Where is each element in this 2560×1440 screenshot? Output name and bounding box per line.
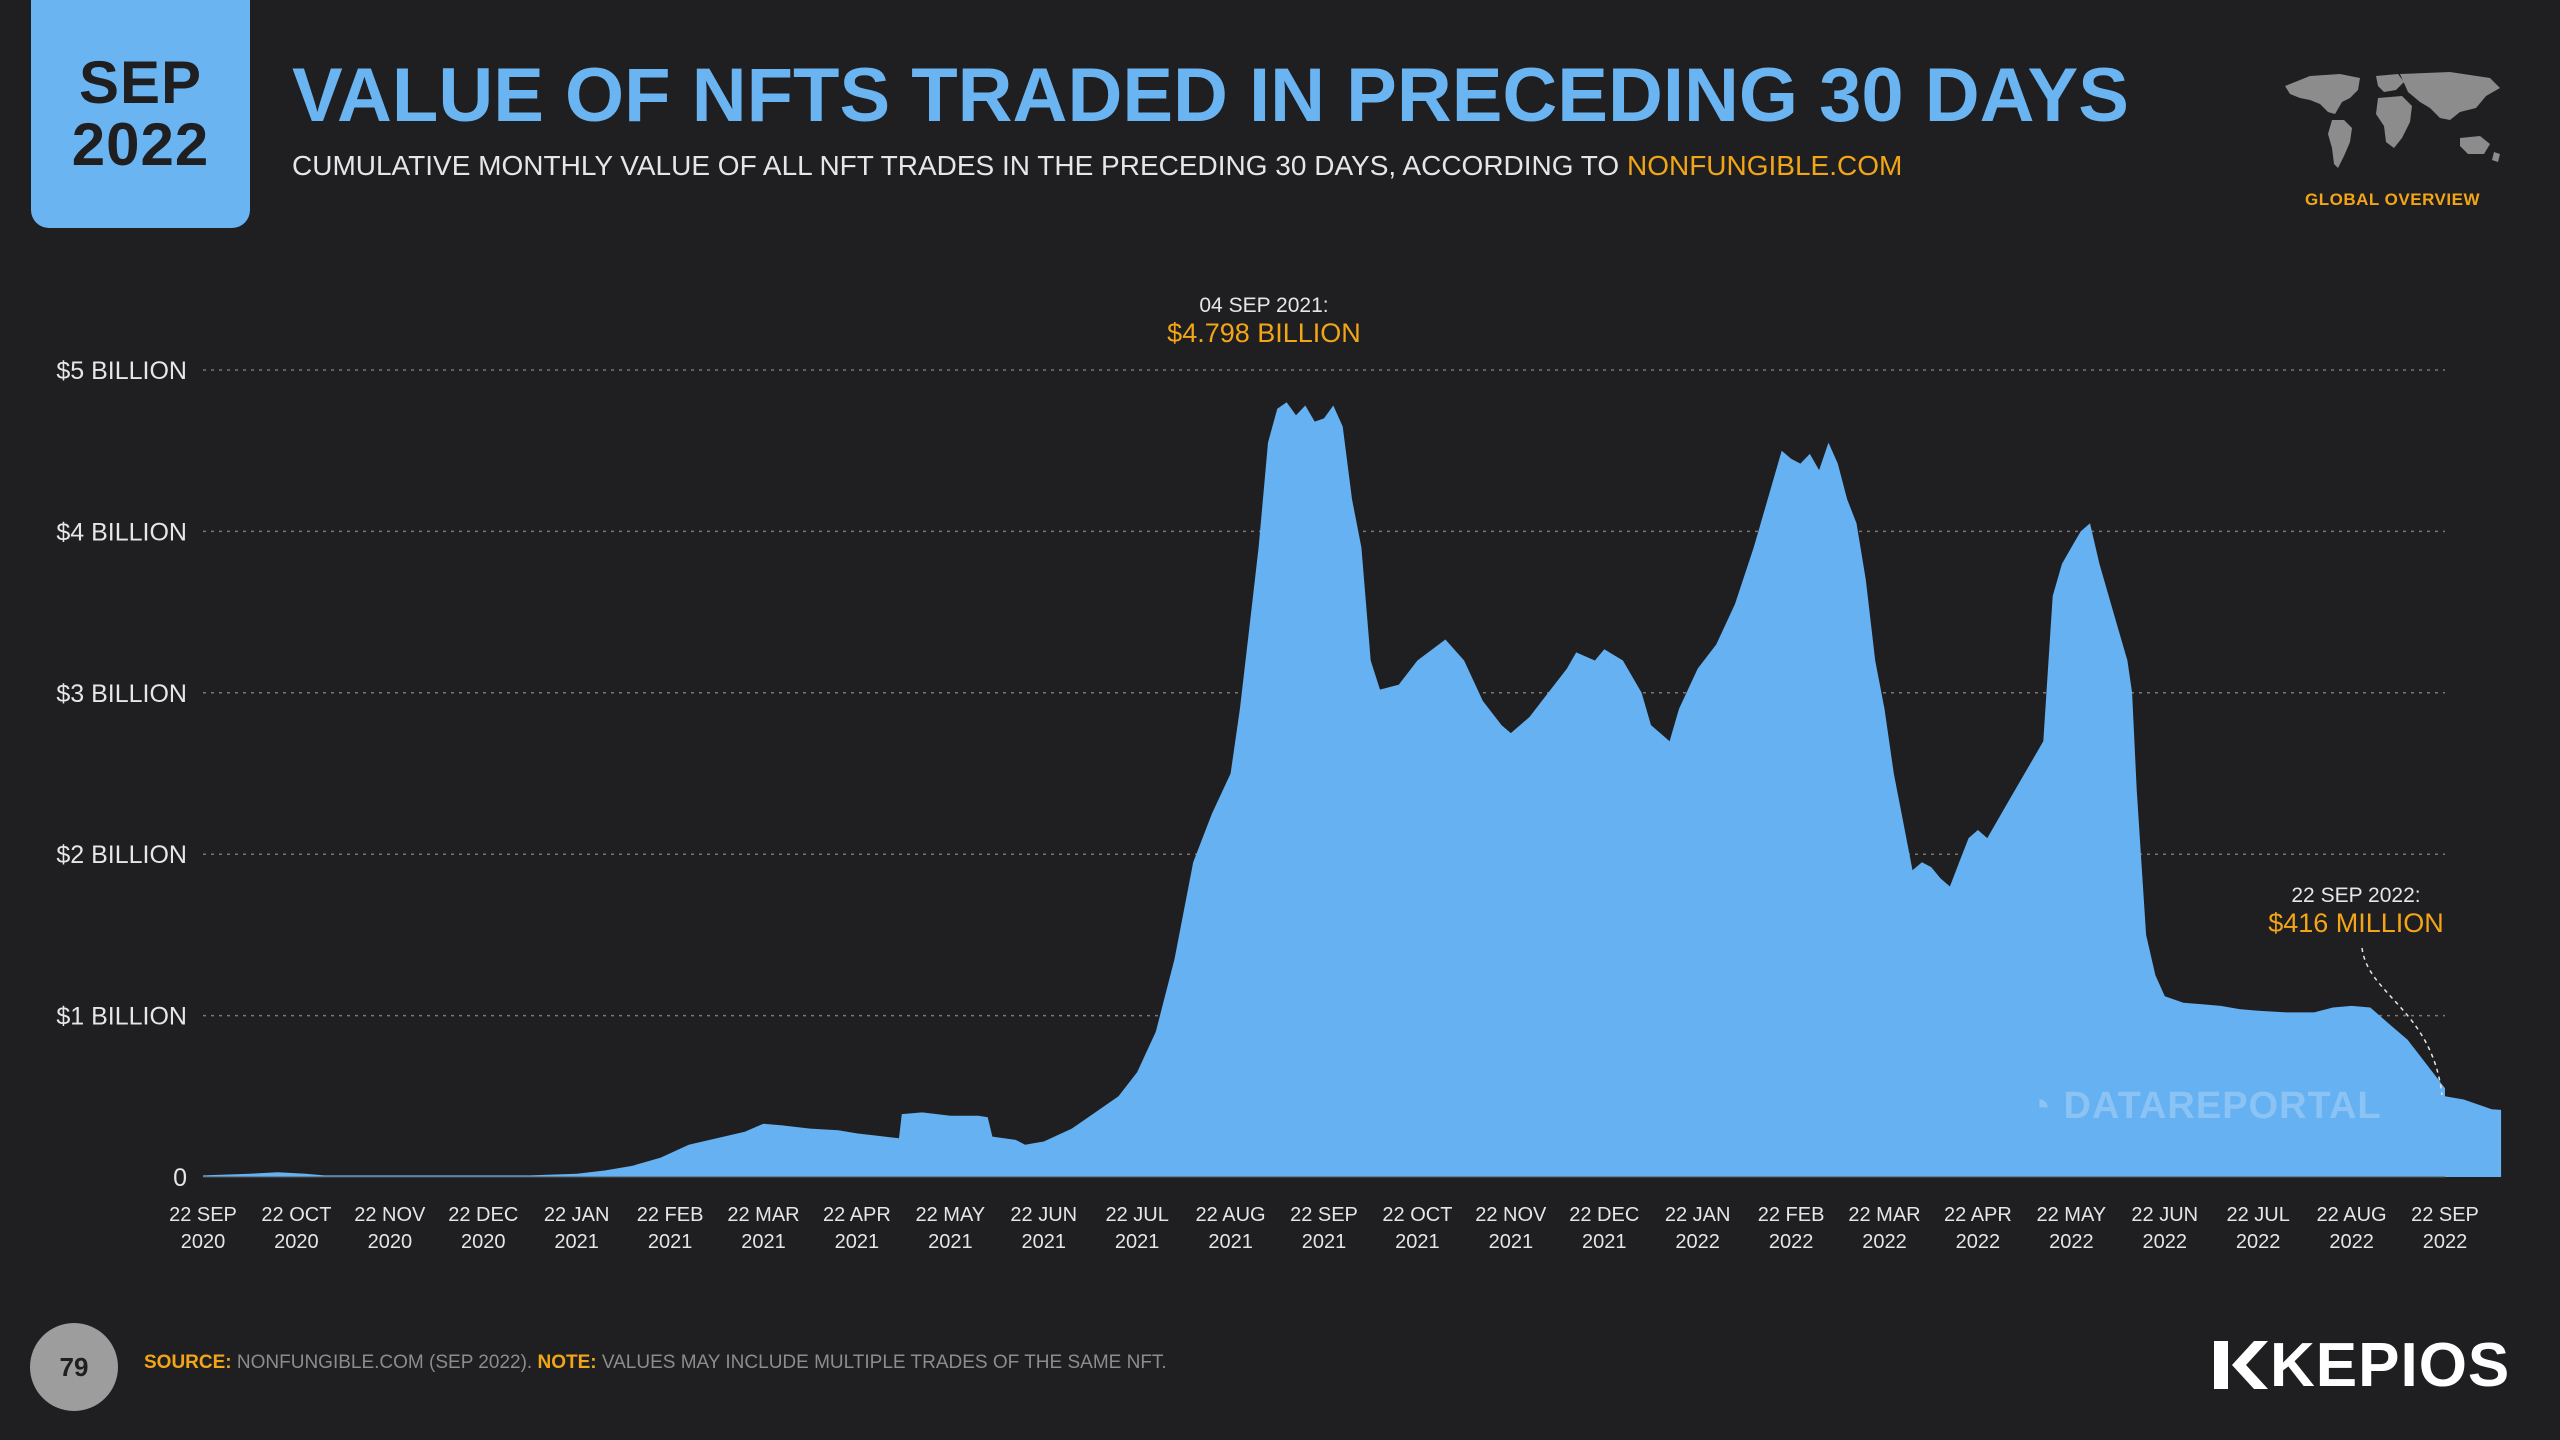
- x-tick-label: 2022: [2049, 1231, 2094, 1253]
- x-tick-label: 2022: [1862, 1231, 1907, 1253]
- y-tick-label: $3 BILLION: [56, 680, 187, 708]
- x-tick-label: 2021: [1489, 1231, 1534, 1253]
- x-tick-label: 2020: [461, 1231, 506, 1253]
- x-tick-label: 22 MAR: [727, 1204, 799, 1226]
- x-tick-label: 2022: [1956, 1231, 2001, 1253]
- x-tick-label: 2021: [1115, 1231, 1160, 1253]
- x-tick-label: 22 NOV: [354, 1204, 426, 1226]
- datareportal-watermark: ◔ DATAREPORTAL: [2028, 1085, 2382, 1128]
- page-number: 79: [30, 1323, 118, 1411]
- x-tick-label: 2022: [2236, 1231, 2281, 1253]
- series-area: [203, 402, 2502, 1177]
- x-tick-label: 22 JUL: [1105, 1204, 1168, 1226]
- kepios-brand: KEPIOS: [2210, 1330, 2510, 1400]
- x-tick-label: 2021: [648, 1231, 693, 1253]
- y-tick-label: $5 BILLION: [56, 357, 187, 385]
- x-tick-label: 2022: [2329, 1231, 2374, 1253]
- source-label: SOURCE:: [144, 1352, 232, 1373]
- x-tick-label: 22 FEB: [637, 1204, 704, 1226]
- x-tick-label: 2021: [1208, 1231, 1253, 1253]
- x-tick-label: 22 JUN: [1010, 1204, 1077, 1226]
- x-tick-label: 22 FEB: [1758, 1204, 1825, 1226]
- x-tick-label: 2022: [1675, 1231, 1720, 1253]
- y-tick-label: $2 BILLION: [56, 841, 187, 869]
- watermark-text: DATAREPORTAL: [2063, 1085, 2382, 1127]
- x-tick-label: 22 APR: [1944, 1204, 2012, 1226]
- x-tick-label: 2020: [274, 1231, 319, 1253]
- kepios-logo-icon: [2214, 1341, 2268, 1389]
- note-label: NOTE:: [537, 1352, 597, 1373]
- x-tick-label: 22 MAY: [915, 1204, 985, 1226]
- x-tick-label: 2022: [2143, 1231, 2188, 1253]
- x-tick-label: 2021: [1302, 1231, 1347, 1253]
- x-tick-label: 22 AUG: [2317, 1204, 2387, 1226]
- source-note: SOURCE: NONFUNGIBLE.COM (SEP 2022). NOTE…: [144, 1352, 1167, 1374]
- y-tick-label: 0: [173, 1164, 187, 1192]
- global-overview-label: GLOBAL OVERVIEW: [2304, 190, 2480, 209]
- world-map-icon: [2280, 68, 2505, 178]
- note-text: VALUES MAY INCLUDE MULTIPLE TRADES OF TH…: [596, 1352, 1167, 1373]
- x-tick-label: 2020: [368, 1231, 413, 1253]
- y-tick-label: $4 BILLION: [56, 518, 187, 546]
- x-tick-label: 2021: [928, 1231, 973, 1253]
- latest-annotation-date: 22 SEP 2022:: [2291, 884, 2420, 907]
- x-tick-label: 22 OCT: [1382, 1204, 1452, 1226]
- x-tick-label: 2021: [835, 1231, 880, 1253]
- x-tick-label: 22 NOV: [1475, 1204, 1547, 1226]
- x-tick-label: 22 SEP: [1290, 1204, 1358, 1226]
- x-tick-label: 2021: [554, 1231, 599, 1253]
- x-tick-label: 22 DEC: [448, 1204, 518, 1226]
- y-axis-labels: 0 $1 BILLION $2 BILLION $3 BILLION $4 BILLIO…: [56, 357, 187, 1192]
- x-axis-labels: 22 SEP 2020 22 OCT 2020 22 NOV 2020 22 DEC 2020…: [169, 1204, 2479, 1253]
- badge-month: SEP: [78, 49, 203, 116]
- peak-annotation-value: $4.798 BILLION: [1167, 318, 1361, 348]
- source-text: NONFUNGIBLE.COM (SEP 2022).: [231, 1352, 538, 1373]
- x-tick-label: 2022: [1769, 1231, 1814, 1253]
- area-layer: [203, 402, 2502, 1178]
- latest-annotation-connector: [2361, 947, 2443, 1096]
- x-tick-label: 22 DEC: [1569, 1204, 1639, 1226]
- date-badge: SEP 2022: [31, 0, 250, 228]
- x-tick-label: 22 MAY: [2036, 1204, 2106, 1226]
- x-tick-label: 22 SEP: [2411, 1204, 2479, 1226]
- badge-year: 2022: [71, 111, 210, 178]
- peak-annotation-date: 04 SEP 2021:: [1199, 294, 1328, 317]
- x-tick-label: 22 APR: [823, 1204, 891, 1226]
- source-link[interactable]: NONFUNGIBLE.COM: [1626, 150, 1903, 181]
- subtitle-text: CUMULATIVE MONTHLY VALUE OF ALL NFT TRAD…: [292, 150, 1627, 181]
- x-tick-label: 22 AUG: [1196, 1204, 1266, 1226]
- x-tick-label: 2021: [1022, 1231, 1067, 1253]
- x-tick-label: 22 OCT: [261, 1204, 331, 1226]
- latest-annotation-value: $416 MILLION: [2268, 908, 2444, 938]
- page-title: VALUE OF NFTS TRADED IN PRECEDING 30 DAY…: [292, 53, 2129, 138]
- datareportal-icon: ◔: [2028, 1085, 2064, 1127]
- x-tick-label: 2022: [2423, 1231, 2468, 1253]
- page-subtitle: CUMULATIVE MONTHLY VALUE OF ALL NFT TRAD…: [292, 150, 1902, 182]
- x-tick-label: 2021: [741, 1231, 786, 1253]
- x-tick-label: 2021: [1395, 1231, 1440, 1253]
- x-tick-label: 22 JUL: [2226, 1204, 2289, 1226]
- x-tick-label: 2020: [181, 1231, 226, 1253]
- x-tick-label: 22 JAN: [1665, 1204, 1731, 1226]
- x-tick-label: 22 JUN: [2131, 1204, 2198, 1226]
- area-chart: 0 $1 BILLION $2 BILLION $3 BILLION $4 BILLIO…: [56, 294, 2502, 1253]
- x-tick-label: 2021: [1582, 1231, 1627, 1253]
- brand-name: KEPIOS: [2270, 1330, 2511, 1400]
- y-tick-label: $1 BILLION: [56, 1003, 187, 1031]
- annotations: 04 SEP 2021: $4.798 BILLION 22 SEP 2022:…: [1167, 294, 2444, 1096]
- x-tick-label: 22 SEP: [169, 1204, 237, 1226]
- x-tick-label: 22 MAR: [1848, 1204, 1920, 1226]
- x-tick-label: 22 JAN: [544, 1204, 610, 1226]
